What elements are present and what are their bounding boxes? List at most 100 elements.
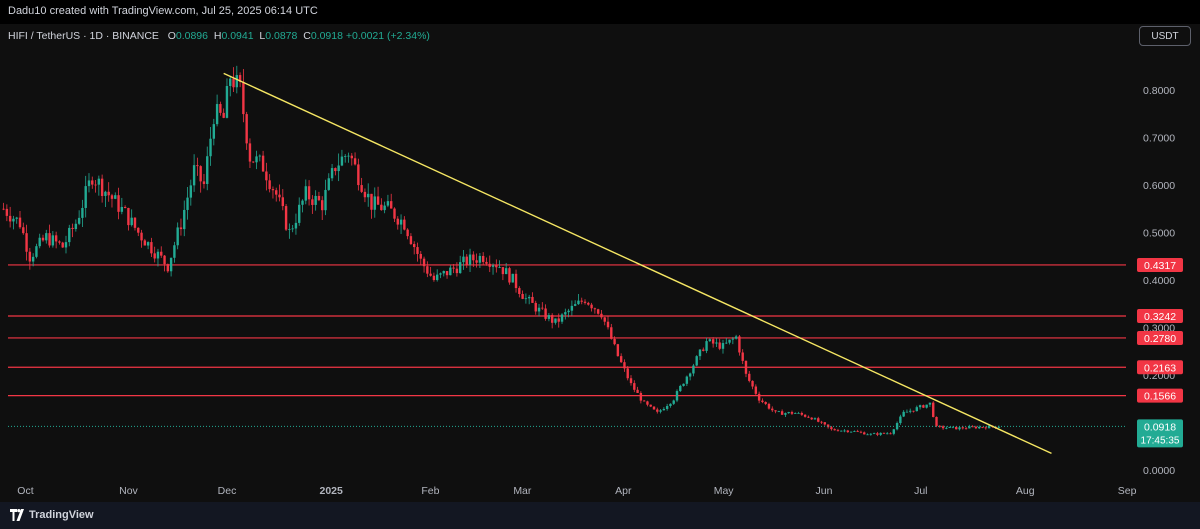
candle-body [123, 206, 127, 208]
candle-body [94, 184, 97, 186]
candle-body [97, 178, 101, 185]
candle-body [544, 308, 547, 319]
candle-body [662, 408, 666, 411]
candle-body [74, 223, 78, 230]
high-value: 0.0941 [221, 30, 254, 42]
candle-body [534, 302, 537, 312]
candle-body [518, 288, 521, 294]
candle-body [790, 412, 794, 414]
candle-body [652, 406, 656, 410]
candle-body [317, 195, 321, 201]
candle-body [780, 411, 784, 415]
candle-body [403, 219, 406, 230]
candle-body [232, 78, 235, 88]
y-tick-label: 0.0000 [1143, 465, 1175, 477]
candle-body [587, 302, 590, 305]
candle-body [964, 428, 968, 430]
candle-body [649, 404, 652, 407]
candle-body [846, 430, 850, 433]
y-axis: 0.80000.70000.60000.50000.40000.30000.20… [1143, 85, 1175, 477]
x-tick-label: Dec [218, 485, 237, 497]
tradingview-logo-icon [10, 509, 24, 521]
price-chart[interactable]: 0.80000.70000.60000.50000.40000.30000.20… [0, 0, 1200, 502]
candle-body [275, 190, 278, 195]
x-tick-label: Aug [1016, 485, 1035, 497]
candle-body [882, 432, 886, 434]
candle-body [685, 376, 689, 384]
candle-body [196, 165, 199, 167]
candle-body [8, 215, 12, 222]
candle-body [869, 433, 873, 435]
currency-button[interactable]: USDT [1139, 26, 1191, 46]
level-badge-label: 0.4317 [1144, 260, 1176, 272]
candle-body [849, 431, 853, 433]
candle-body [140, 232, 143, 241]
candle-body [455, 268, 459, 274]
candle-body [183, 209, 186, 230]
candle-body [672, 400, 675, 404]
y-tick-label: 0.8000 [1143, 85, 1175, 97]
y-tick-label: 0.4000 [1143, 275, 1175, 287]
candle-body [997, 427, 1001, 428]
candle-body [426, 266, 429, 274]
candle-body [974, 426, 978, 429]
candle-body [77, 217, 81, 224]
symbol-legend: HIFI / TetherUS · 1D · BINANCE O0.0896 H… [8, 30, 430, 42]
candle-body [639, 392, 643, 401]
candle-body [514, 273, 518, 289]
candle-body [971, 426, 974, 428]
candle-body [751, 380, 754, 387]
change-value: +0.0021 (+2.34%) [345, 30, 430, 42]
candle-body [229, 78, 232, 86]
candle-body [698, 349, 702, 357]
candle-body [665, 406, 669, 409]
candle-body [176, 227, 179, 246]
candle-body [610, 327, 613, 339]
candle-body [744, 360, 748, 374]
candle-body [872, 433, 876, 435]
candle-body [823, 422, 827, 425]
candle-body [925, 404, 928, 408]
level-badge-label: 0.1566 [1144, 391, 1176, 403]
level-badge-label: 0.2780 [1144, 333, 1176, 345]
candle-body [504, 268, 508, 275]
candle-body [192, 165, 196, 186]
y-tick-label: 0.5000 [1143, 228, 1175, 240]
candle-body [5, 208, 9, 216]
candle-body [777, 411, 781, 413]
candle-body [981, 426, 984, 428]
candle-body [774, 410, 777, 412]
candle-body [334, 168, 337, 172]
candle-body [892, 429, 896, 434]
chart-pane[interactable] [0, 24, 1200, 502]
candle-body [826, 424, 830, 428]
candle-body [153, 253, 156, 259]
candle-body [432, 275, 436, 281]
candle-body [110, 195, 114, 199]
candle-body [15, 217, 18, 219]
candle-body [866, 434, 869, 436]
candle-body [235, 75, 239, 88]
candle-body [573, 304, 577, 306]
candle-body [462, 256, 465, 263]
candle-body [449, 267, 452, 276]
candle-body [945, 427, 948, 429]
candle-body [577, 300, 580, 305]
candle-body [104, 191, 107, 196]
candle-body [537, 307, 541, 312]
candle-body [718, 342, 721, 349]
candle-body [143, 240, 147, 246]
low-label: L [259, 30, 266, 42]
candle-body [150, 242, 153, 254]
candle-body [498, 267, 501, 268]
candle-body [918, 405, 922, 408]
candle-body [958, 427, 961, 430]
level-badge [1137, 388, 1183, 403]
candle-body [350, 155, 353, 159]
candle-body [899, 416, 902, 424]
level-badge-label: 0.2163 [1144, 362, 1176, 374]
candle-body [87, 180, 91, 187]
candle-body [541, 307, 544, 309]
candle-body [288, 229, 291, 230]
candle-body [2, 208, 5, 210]
